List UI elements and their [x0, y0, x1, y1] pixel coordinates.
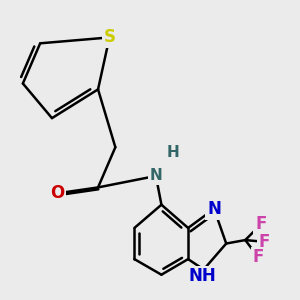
- Text: F: F: [255, 215, 266, 233]
- Text: H: H: [167, 145, 180, 160]
- Text: N: N: [149, 169, 162, 184]
- Text: O: O: [50, 184, 64, 202]
- Text: NH: NH: [188, 267, 216, 285]
- Text: N: N: [207, 200, 221, 218]
- Text: F: F: [259, 233, 270, 251]
- Text: F: F: [253, 248, 264, 266]
- Text: S: S: [103, 28, 116, 46]
